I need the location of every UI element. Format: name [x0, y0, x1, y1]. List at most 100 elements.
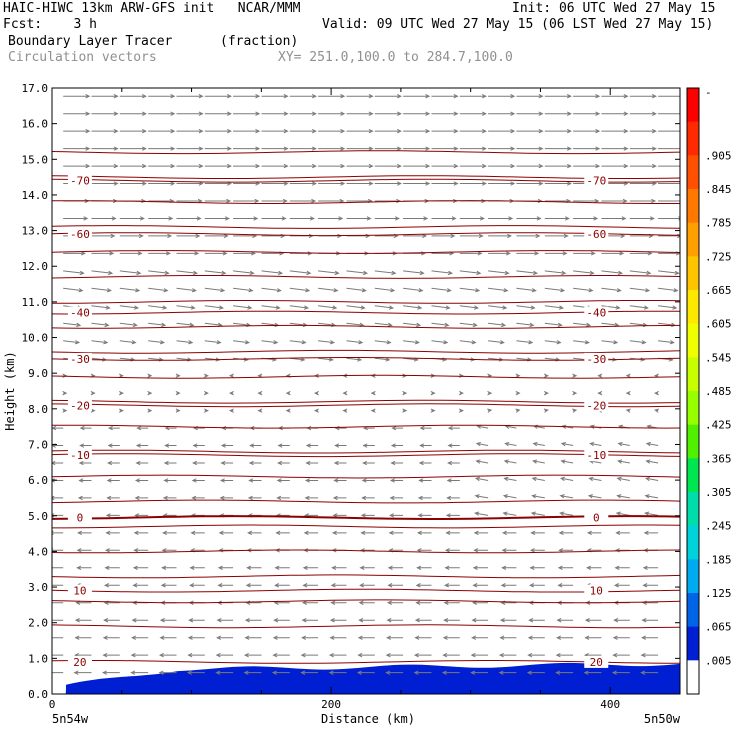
temperature-contour	[52, 588, 680, 593]
circulation-vector	[346, 216, 372, 221]
circulation-vector	[62, 373, 68, 378]
circulation-vector	[233, 287, 254, 293]
circulation-vector	[318, 305, 338, 310]
colorbar-label: .665	[705, 284, 732, 297]
contour-label: 10	[590, 585, 603, 598]
circulation-vector	[261, 305, 281, 310]
circulation-vector	[63, 270, 85, 276]
temperature-contour	[52, 574, 680, 579]
circulation-vector	[403, 270, 425, 276]
circulation-vector	[629, 163, 657, 169]
x-tick-label: 400	[600, 698, 620, 711]
circulation-vector	[176, 233, 201, 239]
circulation-vector	[52, 495, 64, 501]
circulation-vector	[527, 635, 545, 640]
circulation-vector	[313, 390, 319, 396]
circulation-vector	[403, 146, 431, 151]
contour-label: -30	[70, 353, 90, 366]
circulation-vector	[560, 442, 574, 447]
circulation-vector	[459, 181, 487, 186]
circulation-vector	[447, 460, 460, 466]
circulation-vector	[374, 340, 392, 345]
temperature-contour	[52, 225, 680, 229]
circulation-vector	[332, 513, 347, 518]
circulation-vector	[374, 146, 402, 151]
circulation-vector	[131, 635, 149, 640]
circulation-vector	[658, 216, 680, 221]
circulation-vector	[147, 373, 153, 378]
colorbar-label: -	[705, 86, 712, 99]
circulation-vector	[243, 670, 262, 675]
temperature-contour	[52, 178, 680, 183]
circulation-vector	[532, 442, 545, 447]
circulation-vector	[459, 146, 487, 151]
circulation-vector	[289, 94, 317, 99]
colorbar-swatch	[687, 290, 699, 325]
circulation-vector	[473, 530, 489, 536]
circulation-vector	[559, 511, 574, 516]
circulation-vector	[431, 233, 456, 239]
circulation-vector	[162, 495, 177, 501]
contour-label-bg	[67, 352, 92, 365]
circulation-vector	[543, 373, 549, 378]
circulation-vector	[118, 408, 124, 413]
contour-label: -10	[70, 449, 90, 462]
circulation-vector	[501, 548, 517, 553]
x-axis-label: Distance (km)	[321, 712, 415, 726]
circulation-vector	[558, 530, 574, 536]
circulation-vector	[63, 163, 91, 169]
contour-label-bg	[67, 584, 92, 597]
circulation-vector	[544, 163, 572, 169]
circulation-vector	[629, 216, 655, 221]
circulation-vector	[418, 460, 432, 466]
circulation-vector	[586, 565, 602, 570]
circulation-vector	[629, 287, 651, 293]
colorbar-swatch	[687, 559, 699, 594]
circulation-vector	[91, 163, 119, 169]
circulation-vector	[356, 670, 375, 675]
colorbar-swatch	[687, 424, 699, 459]
circulation-vector	[346, 111, 374, 116]
circulation-vector	[333, 460, 347, 466]
circulation-vector	[187, 652, 205, 658]
colorbar-swatch	[687, 660, 699, 695]
circulation-vector	[530, 511, 545, 516]
circulation-vector	[148, 146, 176, 151]
circulation-vector	[487, 408, 493, 413]
circulation-vector	[475, 442, 489, 447]
circulation-vector	[161, 548, 177, 553]
circulation-vector	[301, 635, 319, 640]
circulation-vector	[544, 128, 572, 134]
circulation-vector	[301, 600, 319, 605]
contour-label: -40	[586, 307, 606, 320]
circulation-vector	[390, 443, 404, 448]
colorbar-swatch	[687, 323, 699, 358]
circulation-vector	[78, 460, 92, 466]
circulation-vector	[474, 494, 489, 499]
circulation-vector	[189, 565, 205, 570]
circulation-vector	[248, 460, 262, 466]
circulation-vector	[119, 340, 137, 345]
circulation-vector	[76, 548, 92, 553]
circulation-vector	[261, 181, 289, 186]
circulation-vector	[543, 390, 549, 396]
circulation-vector	[504, 442, 517, 447]
y-tick-label: 11.0	[22, 296, 49, 309]
circulation-vector	[203, 390, 209, 396]
colorbar-swatch	[687, 256, 699, 291]
circulation-vector	[220, 460, 234, 466]
circulation-vector	[418, 478, 432, 483]
colorbar-label: .425	[705, 419, 732, 432]
circulation-vector	[488, 216, 514, 221]
circulation-vector	[560, 459, 574, 464]
circulation-vector	[52, 460, 64, 466]
circulation-vector	[52, 548, 64, 553]
circulation-vector	[386, 618, 404, 623]
circulation-vector	[346, 357, 363, 362]
circulation-vector	[346, 128, 374, 134]
circulation-vector	[402, 390, 408, 396]
contour-label: -20	[586, 399, 606, 412]
circulation-vector	[527, 652, 545, 658]
circulation-vector	[516, 181, 544, 186]
circulation-vector	[441, 670, 460, 675]
